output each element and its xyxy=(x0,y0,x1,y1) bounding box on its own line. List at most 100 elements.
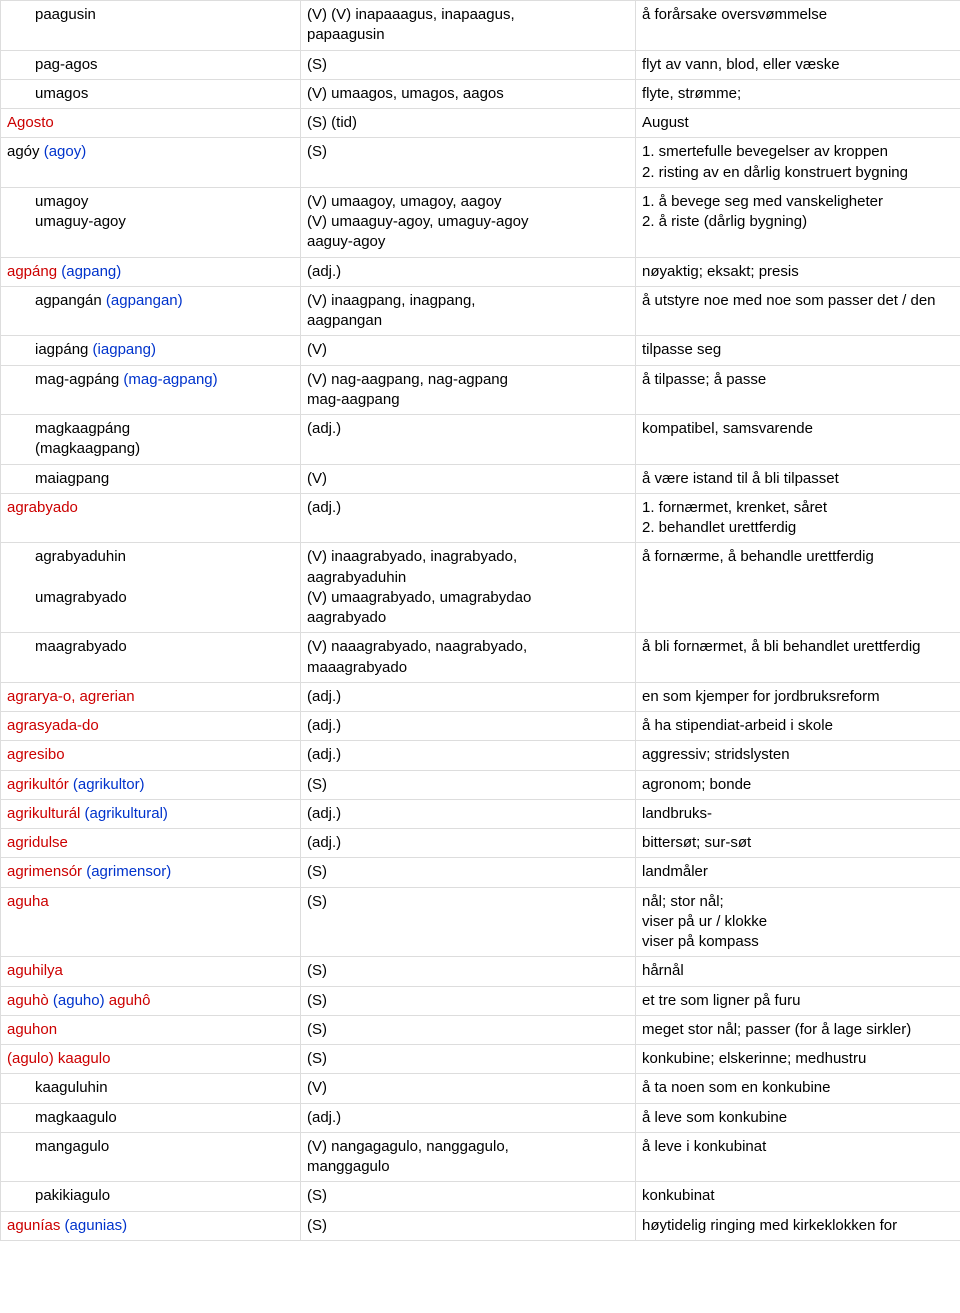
table-row: agpáng (agpang)(adj.)nøyaktig; eksakt; p… xyxy=(1,257,960,286)
term-text: (agrikultor) xyxy=(69,776,145,793)
definition-cell: 1. smertefulle bevegelser av kroppen 2. … xyxy=(636,138,960,188)
grammar-cell: (S) xyxy=(301,50,636,79)
table-row: (agulo) kaagulo(S)konkubine; elskerinne;… xyxy=(1,1045,960,1074)
term-text: paagusin xyxy=(7,5,96,25)
definition-cell: å være istand til å bli tilpasset xyxy=(636,464,960,493)
term-cell: maagrabyado xyxy=(1,633,301,683)
definition-cell: landmåler xyxy=(636,858,960,887)
grammar-cell: (V) (V) inapaaagus, inapaagus, papaagusi… xyxy=(301,1,636,51)
term-text: umagoy umaguy-agoy xyxy=(7,192,126,233)
term-text: kaaguluhin xyxy=(7,1078,108,1098)
grammar-cell: (V) xyxy=(301,464,636,493)
term-text: magkaagulo xyxy=(7,1108,117,1128)
table-row: agrimensór (agrimensor)(S)landmåler xyxy=(1,858,960,887)
definition-cell: agronom; bonde xyxy=(636,770,960,799)
table-row: mangagulo(V) nangagagulo, nanggagulo, ma… xyxy=(1,1132,960,1182)
table-row: agrarya-o, agrerian(adj.)en som kjemper … xyxy=(1,682,960,711)
definition-cell: landbruks- xyxy=(636,799,960,828)
term-text: (agrikultural) xyxy=(80,805,168,822)
term-cell: Agosto xyxy=(1,109,301,138)
term-text: , xyxy=(71,688,79,705)
grammar-cell: (S) xyxy=(301,1015,636,1044)
term-text: agrimensór xyxy=(7,863,82,880)
term-cell: pag-agos xyxy=(1,50,301,79)
definition-cell: kompatibel, samsvarende xyxy=(636,415,960,465)
grammar-cell: (adj.) xyxy=(301,799,636,828)
term-cell: magkaagpáng (magkaagpang) xyxy=(1,415,301,465)
grammar-cell: (adj.) xyxy=(301,712,636,741)
definition-cell: 1. å bevege seg med vanskeligheter 2. å … xyxy=(636,187,960,257)
term-cell: agrasyada-do xyxy=(1,712,301,741)
table-row: agrasyada-do(adj.)å ha stipendiat-arbeid… xyxy=(1,712,960,741)
definition-cell: å ta noen som en konkubine xyxy=(636,1074,960,1103)
table-row: magkaagulo(adj.)å leve som konkubine xyxy=(1,1103,960,1132)
term-cell: agpáng (agpang) xyxy=(1,257,301,286)
grammar-cell: (S) (tid) xyxy=(301,109,636,138)
grammar-cell: (S) xyxy=(301,770,636,799)
definition-cell: å utstyre noe med noe som passer det / d… xyxy=(636,286,960,336)
grammar-cell: (S) xyxy=(301,1182,636,1211)
term-text: agrarya-o xyxy=(7,688,71,705)
table-row: agrabyaduhin umagrabyado(V) inaagrabyado… xyxy=(1,543,960,633)
term-cell: aguha xyxy=(1,887,301,957)
definition-cell: aggressiv; stridslysten xyxy=(636,741,960,770)
table-row: mag-agpáng (mag-agpang)(V) nag-aagpang, … xyxy=(1,365,960,415)
grammar-cell: (V) inaagrabyado, inagrabyado, aagrabyad… xyxy=(301,543,636,633)
definition-cell: hårnål xyxy=(636,957,960,986)
table-row: kaaguluhin (V)å ta noen som en konkubine xyxy=(1,1074,960,1103)
table-row: aguhon(S)meget stor nål; passer (for å l… xyxy=(1,1015,960,1044)
term-text: (agoy) xyxy=(40,143,87,160)
term-text: (agrimensor) xyxy=(82,863,171,880)
term-text: (agpang) xyxy=(57,263,121,280)
grammar-cell: (S) xyxy=(301,858,636,887)
grammar-cell: (V) umaagoy, umagoy, aagoy (V) umaaguy-a… xyxy=(301,187,636,257)
definition-cell: å bli fornærmet, å bli behandlet urettfe… xyxy=(636,633,960,683)
term-cell: aguhon xyxy=(1,1015,301,1044)
table-row: agrikulturál (agrikultural)(adj.)landbru… xyxy=(1,799,960,828)
term-cell: agrikultór (agrikultor) xyxy=(1,770,301,799)
term-text: pakikiagulo xyxy=(7,1186,110,1206)
grammar-cell: (V) umaagos, umagos, aagos xyxy=(301,79,636,108)
table-row: agunías (agunias)(S)høytidelig ringing m… xyxy=(1,1211,960,1240)
term-cell: agrarya-o, agrerian xyxy=(1,682,301,711)
grammar-cell: (V) naaagrabyado, naagrabyado, maaagraby… xyxy=(301,633,636,683)
term-cell: kaaguluhin xyxy=(1,1074,301,1103)
term-text: mag-agpáng xyxy=(7,370,119,390)
term-cell: agrabyado xyxy=(1,493,301,543)
definition-cell: flyte, strømme; xyxy=(636,79,960,108)
table-row: maiagpang(V)å være istand til å bli tilp… xyxy=(1,464,960,493)
term-text: aguha xyxy=(7,893,49,910)
term-cell: paagusin xyxy=(1,1,301,51)
grammar-cell: (V) nangagagulo, nanggagulo, manggagulo xyxy=(301,1132,636,1182)
table-row: agrabyado(adj.)1. fornærmet, krenket, så… xyxy=(1,493,960,543)
grammar-cell: (adj.) xyxy=(301,257,636,286)
grammar-cell: (V) xyxy=(301,1074,636,1103)
term-text: (agulo) xyxy=(7,1050,54,1067)
grammar-cell: (S) xyxy=(301,986,636,1015)
term-cell: agóy (agoy) xyxy=(1,138,301,188)
term-cell: mag-agpáng (mag-agpang) xyxy=(1,365,301,415)
definition-cell: nøyaktig; eksakt; presis xyxy=(636,257,960,286)
definition-cell: konkubinat xyxy=(636,1182,960,1211)
term-text: pag-agos xyxy=(7,55,98,75)
definition-cell: å fornærme, å behandle urettferdig xyxy=(636,543,960,633)
definition-cell: høytidelig ringing med kirkeklokken for xyxy=(636,1211,960,1240)
definition-cell: å tilpasse; å passe xyxy=(636,365,960,415)
term-text: aguhò xyxy=(7,992,49,1009)
table-row: pag-agos (S)flyt av vann, blod, eller væs… xyxy=(1,50,960,79)
table-row: agresibo(adj.)aggressiv; stridslysten xyxy=(1,741,960,770)
term-text: magkaagpáng (magkaagpang) xyxy=(7,419,140,460)
definition-cell: flyt av vann, blod, eller væske xyxy=(636,50,960,79)
term-cell: agrimensór (agrimensor) xyxy=(1,858,301,887)
grammar-cell: (adj.) xyxy=(301,829,636,858)
grammar-cell: (adj.) xyxy=(301,682,636,711)
term-text: agrikultór xyxy=(7,776,69,793)
term-text: Agosto xyxy=(7,114,54,131)
grammar-cell: (S) xyxy=(301,1045,636,1074)
definition-cell: konkubine; elskerinne; medhustru xyxy=(636,1045,960,1074)
grammar-cell: (S) xyxy=(301,1211,636,1240)
grammar-cell: (adj.) xyxy=(301,493,636,543)
term-text: (mag-agpang) xyxy=(119,371,217,388)
term-cell: agresibo xyxy=(1,741,301,770)
grammar-cell: (adj.) xyxy=(301,415,636,465)
